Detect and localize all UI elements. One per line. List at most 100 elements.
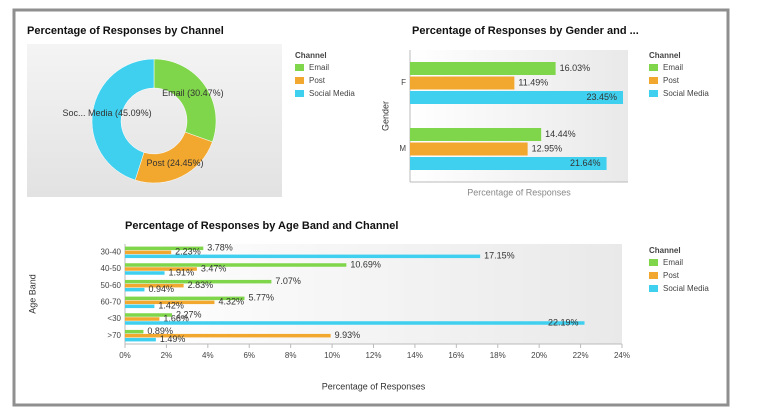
bar <box>125 313 173 317</box>
slice-label: Post (24.45%) <box>147 158 204 168</box>
data-label: 5.77% <box>248 293 274 303</box>
data-label: 2.83% <box>188 280 214 290</box>
data-label: 1.66% <box>163 313 189 323</box>
legend-swatch <box>649 285 658 292</box>
plot-background <box>125 244 622 344</box>
data-label: 14.44% <box>545 129 576 139</box>
bar <box>125 333 331 338</box>
bar <box>125 246 204 251</box>
data-label: 0.89% <box>147 326 173 336</box>
data-label: 1.49% <box>160 334 186 344</box>
x-tick-label: 18% <box>490 351 506 360</box>
chart-title: Percentage of Responses by Channel <box>27 25 224 37</box>
slice-label: Soc... Media (45.09%) <box>63 108 152 118</box>
legend-label: Post <box>663 76 680 85</box>
slice-label: Email (30.47%) <box>162 88 224 98</box>
legend-swatch <box>649 90 658 97</box>
bar <box>125 250 172 255</box>
data-label: 1.42% <box>158 301 184 311</box>
bar <box>410 157 607 170</box>
bar <box>125 263 347 267</box>
bar <box>125 304 155 309</box>
bar <box>125 321 585 325</box>
legend-label: Social Media <box>663 89 709 98</box>
x-tick-label: 10% <box>324 351 340 360</box>
bar <box>410 128 542 141</box>
x-tick-label: 12% <box>365 351 381 360</box>
data-label: 2.23% <box>175 247 201 257</box>
data-label: 0.94% <box>148 284 174 294</box>
y-tick-label: F <box>401 78 406 87</box>
data-label: 22.19% <box>548 317 579 327</box>
bar <box>410 76 515 90</box>
data-label: 16.03% <box>560 63 591 73</box>
y-tick-label: 60-70 <box>101 297 122 306</box>
bar <box>125 287 145 292</box>
x-tick-label: 14% <box>407 351 423 360</box>
data-label: 23.45% <box>586 92 617 102</box>
bar <box>125 267 197 271</box>
y-tick-label: 40-50 <box>101 264 122 273</box>
data-label: 1.91% <box>169 267 195 277</box>
legend-title: Channel <box>649 51 681 60</box>
x-tick-label: 16% <box>448 351 464 360</box>
legend-swatch <box>295 90 304 97</box>
legend-label: Email <box>663 258 683 267</box>
data-label: 4.32% <box>218 297 244 307</box>
y-tick-label: 30-40 <box>101 247 122 256</box>
x-tick-label: 8% <box>285 351 297 360</box>
legend-label: Social Media <box>309 89 355 98</box>
x-tick-label: 0% <box>119 351 131 360</box>
legend-label: Email <box>663 63 683 72</box>
bar <box>125 329 144 334</box>
data-label: 9.93% <box>335 330 361 340</box>
legend-title: Channel <box>295 51 327 60</box>
data-label: 3.47% <box>201 263 227 273</box>
pie-slice <box>91 58 155 181</box>
legend-title: Channel <box>649 246 681 255</box>
legend-swatch <box>295 64 304 71</box>
bar <box>125 317 160 321</box>
x-tick-label: 2% <box>161 351 173 360</box>
bar <box>125 283 184 288</box>
y-axis-label: Gender <box>380 101 390 131</box>
bar <box>125 271 165 275</box>
data-label: 2.27% <box>176 309 202 319</box>
data-label: 3.78% <box>207 243 233 253</box>
legend-label: Post <box>309 76 326 85</box>
bar <box>410 91 624 104</box>
chart-title: Percentage of Responses by Age Band and … <box>125 220 398 232</box>
x-axis-label: Percentage of Responses <box>467 187 571 197</box>
bar <box>125 279 272 284</box>
x-tick-label: 6% <box>243 351 255 360</box>
y-axis-label: Age Band <box>27 274 37 314</box>
x-tick-label: 20% <box>531 351 547 360</box>
bar <box>125 337 156 342</box>
bar <box>125 300 215 305</box>
bar <box>125 254 481 259</box>
x-axis-label: Percentage of Responses <box>322 381 426 391</box>
bar <box>410 142 528 156</box>
x-tick-label: 4% <box>202 351 214 360</box>
y-tick-label: M <box>399 144 406 153</box>
chart-title: Percentage of Responses by Gender and ..… <box>412 25 639 37</box>
data-label: 17.15% <box>484 251 515 261</box>
data-label: 12.95% <box>532 143 563 153</box>
legend-swatch <box>649 77 658 84</box>
bar <box>410 62 556 75</box>
legend-swatch <box>649 259 658 266</box>
data-label: 11.49% <box>518 77 548 87</box>
x-tick-label: 22% <box>573 351 589 360</box>
bar <box>125 296 245 301</box>
data-label: 7.07% <box>275 276 301 286</box>
legend-swatch <box>649 64 658 71</box>
y-tick-label: 50-60 <box>101 281 122 290</box>
data-label: 10.69% <box>350 259 381 269</box>
x-tick-label: 24% <box>614 351 630 360</box>
y-tick-label: >70 <box>107 331 121 340</box>
legend-swatch <box>649 272 658 279</box>
data-label: 21.64% <box>570 158 601 168</box>
legend-label: Post <box>663 271 680 280</box>
legend-swatch <box>295 77 304 84</box>
